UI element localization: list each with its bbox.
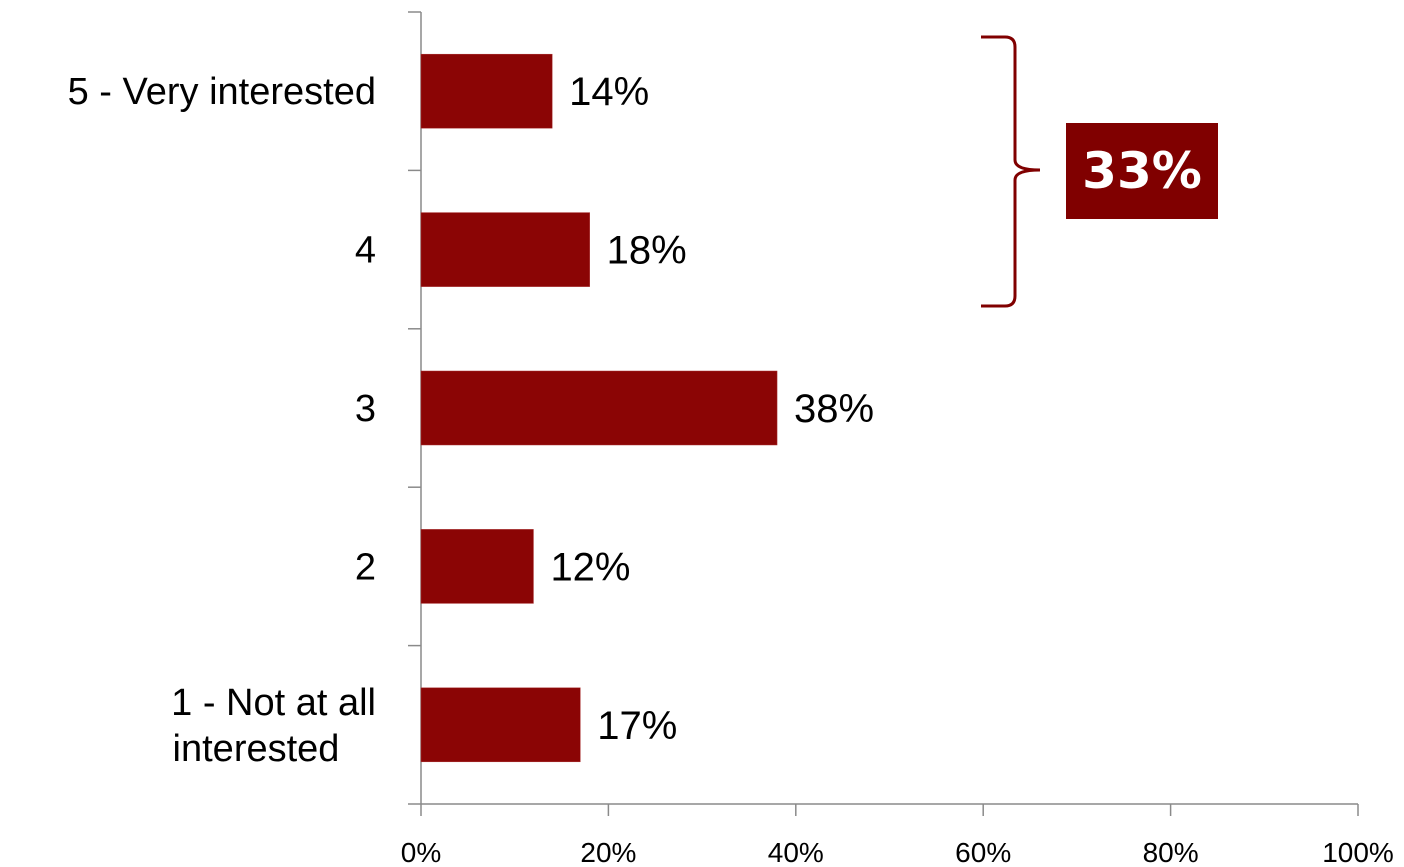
data-label: 17% (597, 704, 677, 748)
bar (420, 212, 590, 287)
category-label-line: 3 (355, 388, 376, 430)
x-tick-label: 80% (1143, 837, 1199, 867)
bar (420, 687, 581, 763)
x-tick-label: 100% (1322, 837, 1394, 867)
callout-value: 33% (1082, 142, 1202, 200)
data-label: 18% (607, 229, 687, 273)
category-label-line: 5 - Very interested (68, 71, 376, 113)
category-label: 2 (355, 546, 376, 588)
category-label: 1 - Not at all interested (171, 682, 376, 770)
bar (420, 529, 534, 604)
data-labels: 14% 18% 38% 12% 17% (550, 70, 874, 748)
category-label-line: 4 (355, 230, 376, 272)
data-label: 38% (794, 387, 874, 431)
category-labels: 5 - Very interested 4 3 2 1 - Not at all inte… (68, 71, 376, 770)
category-label: 4 (355, 230, 376, 272)
x-tick-label: 40% (768, 837, 824, 867)
bar (420, 53, 553, 129)
x-tick-label: 20% (580, 837, 636, 867)
data-label: 14% (569, 70, 649, 114)
y-axis-ticks (408, 11, 421, 805)
category-label-line: 1 - Not at all (171, 682, 376, 724)
data-label: 12% (550, 545, 630, 589)
callout-bracket (981, 35, 1041, 308)
x-tick-label: 0% (401, 837, 441, 867)
category-label: 3 (355, 388, 376, 430)
category-label: 5 - Very interested (68, 71, 376, 113)
bars (420, 53, 778, 763)
category-label-line: interested (173, 728, 340, 770)
bar (420, 370, 778, 446)
x-axis-ticks: 0% 20% 40% 60% 80% 100% (401, 804, 1394, 867)
callout-box: 33% (1066, 123, 1218, 219)
category-label-line: 2 (355, 546, 376, 588)
x-tick-label: 60% (955, 837, 1011, 867)
